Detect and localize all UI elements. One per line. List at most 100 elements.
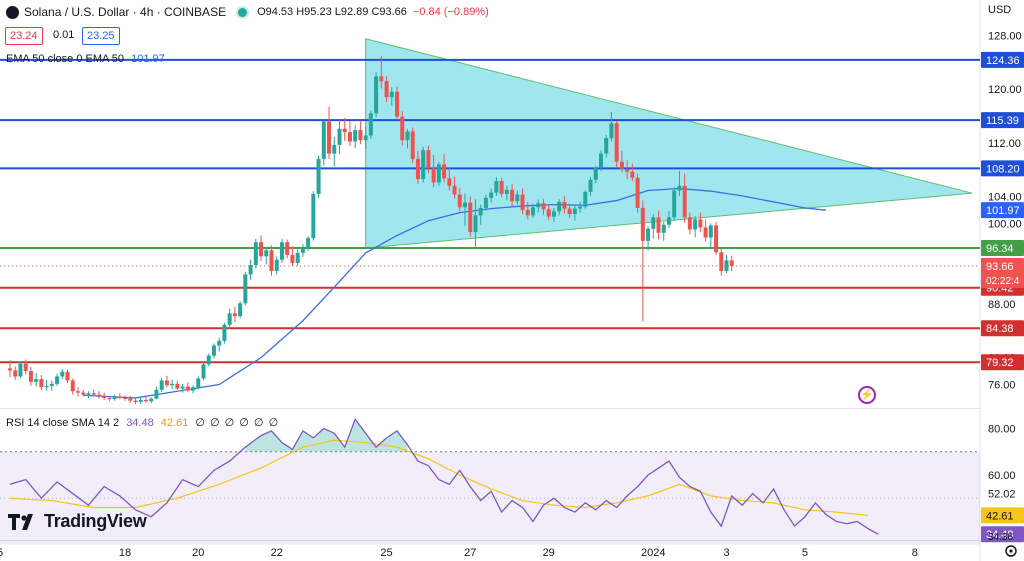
chart-header: Solana / U.S. Dollar · 4h · COINBASE O94…	[6, 3, 489, 21]
candle-body	[384, 81, 389, 98]
sell-price-box[interactable]: 23.24	[5, 27, 43, 45]
candle-body	[274, 259, 279, 272]
candle-body	[321, 121, 326, 159]
candle-body	[18, 363, 23, 377]
candle-body	[154, 389, 159, 399]
candle-body	[504, 189, 509, 194]
rsi-legend-extra: ∅ ∅ ∅ ∅ ∅ ∅	[195, 417, 280, 429]
candle-body	[117, 396, 122, 398]
candle-body	[729, 260, 734, 266]
candle-body	[677, 185, 682, 191]
symbol-title[interactable]: Solana / U.S. Dollar · 4h · COINBASE	[24, 5, 227, 19]
candle-body	[358, 130, 363, 141]
bar-countdown-label: 02:22:4	[986, 276, 1020, 287]
candle-body	[138, 399, 143, 402]
buy-price-box[interactable]: 23.25	[82, 27, 120, 45]
rsi-legend[interactable]: RSI 14 close SMA 14 2 34.48 42.61 ∅ ∅ ∅ …	[6, 416, 279, 429]
candle-body	[295, 252, 300, 263]
candle-body	[264, 250, 269, 257]
rsi-extra-label: 34.36	[988, 532, 1013, 543]
rsi-legend-label: RSI 14 close SMA 14 2	[6, 417, 120, 429]
price-tick-label: 128.00	[988, 30, 1022, 42]
candle-body	[86, 393, 91, 395]
level-label-box	[981, 320, 1024, 337]
settings-gear-icon[interactable]	[1005, 545, 1017, 557]
level-label: 115.39	[986, 115, 1019, 127]
candle-body	[583, 191, 588, 207]
candle-body	[337, 128, 342, 145]
currency-label[interactable]: USD	[988, 4, 1012, 16]
candle-body	[23, 363, 28, 372]
level-label: 108.20	[986, 163, 1020, 175]
candle-body	[724, 260, 729, 272]
candle-body	[666, 217, 671, 225]
flash-alert-icon[interactable]: ⚡	[858, 386, 876, 404]
candle-body	[379, 76, 384, 82]
candle-body	[285, 242, 290, 255]
candle-body	[431, 168, 436, 183]
candle-body	[290, 254, 295, 263]
level-label: 84.38	[986, 323, 1014, 335]
candle-body	[211, 345, 216, 356]
candle-body	[227, 313, 232, 325]
candle-body	[531, 207, 535, 216]
gear-ring	[1005, 545, 1017, 557]
price-tick-label: 100.00	[988, 218, 1022, 230]
candle-body	[661, 224, 666, 233]
candle-body	[65, 371, 70, 381]
candle-body	[368, 113, 373, 136]
candle-body	[604, 138, 609, 154]
level-label-box	[981, 51, 1024, 68]
candle-body	[682, 185, 687, 218]
candle-body	[316, 158, 321, 194]
candle-body	[28, 371, 33, 382]
candle-body	[656, 217, 661, 233]
candle-body	[609, 123, 614, 139]
candle-body	[447, 178, 452, 186]
candle-body	[217, 340, 222, 346]
candle-body	[494, 181, 499, 193]
level-label-box	[981, 239, 1024, 256]
candle-body	[159, 380, 164, 390]
candle-body	[630, 171, 635, 178]
time-tick-label: 20	[192, 547, 204, 559]
candle-body	[175, 383, 180, 389]
candle-body	[489, 192, 494, 198]
tradingview-logo: TradingView	[8, 511, 147, 532]
candle-body	[81, 392, 86, 395]
time-tick-label: 22	[271, 547, 283, 559]
candle-body	[619, 161, 624, 170]
candle-body	[389, 91, 394, 98]
candle-body	[232, 313, 237, 317]
candle-body	[55, 376, 60, 384]
ema-legend-label: EMA 50 close 0 EMA 50	[6, 53, 125, 65]
candle-body	[421, 150, 426, 180]
ema-legend[interactable]: EMA 50 close 0 EMA 50 101.97	[6, 53, 165, 65]
price-tick-label: 120.00	[988, 84, 1022, 96]
candle-body	[551, 211, 556, 217]
rsi-tick-label: 52.02	[988, 489, 1016, 501]
candle-body	[300, 248, 305, 253]
candle-body	[306, 238, 311, 249]
gear-hub	[1009, 549, 1013, 553]
candle-body	[34, 379, 39, 382]
candle-body	[578, 206, 583, 209]
time-tick-label: 27	[464, 547, 476, 559]
candle-body	[332, 144, 337, 154]
time-tick-label: 5	[0, 547, 3, 559]
candle-body	[128, 398, 133, 401]
market-status-icon[interactable]	[238, 7, 248, 17]
candle-body	[473, 215, 478, 233]
candle-body	[248, 265, 253, 275]
candle-body	[164, 380, 169, 386]
tradingview-logo-icon	[8, 513, 33, 530]
rsi-legend-value: 34.48	[126, 417, 154, 429]
candle-body	[107, 397, 112, 400]
time-tick-label: 29	[543, 547, 555, 559]
candle-body	[133, 400, 138, 402]
candle-body	[347, 132, 352, 142]
candle-body	[640, 207, 645, 241]
candle-body	[191, 387, 196, 391]
candle-body	[557, 201, 562, 212]
